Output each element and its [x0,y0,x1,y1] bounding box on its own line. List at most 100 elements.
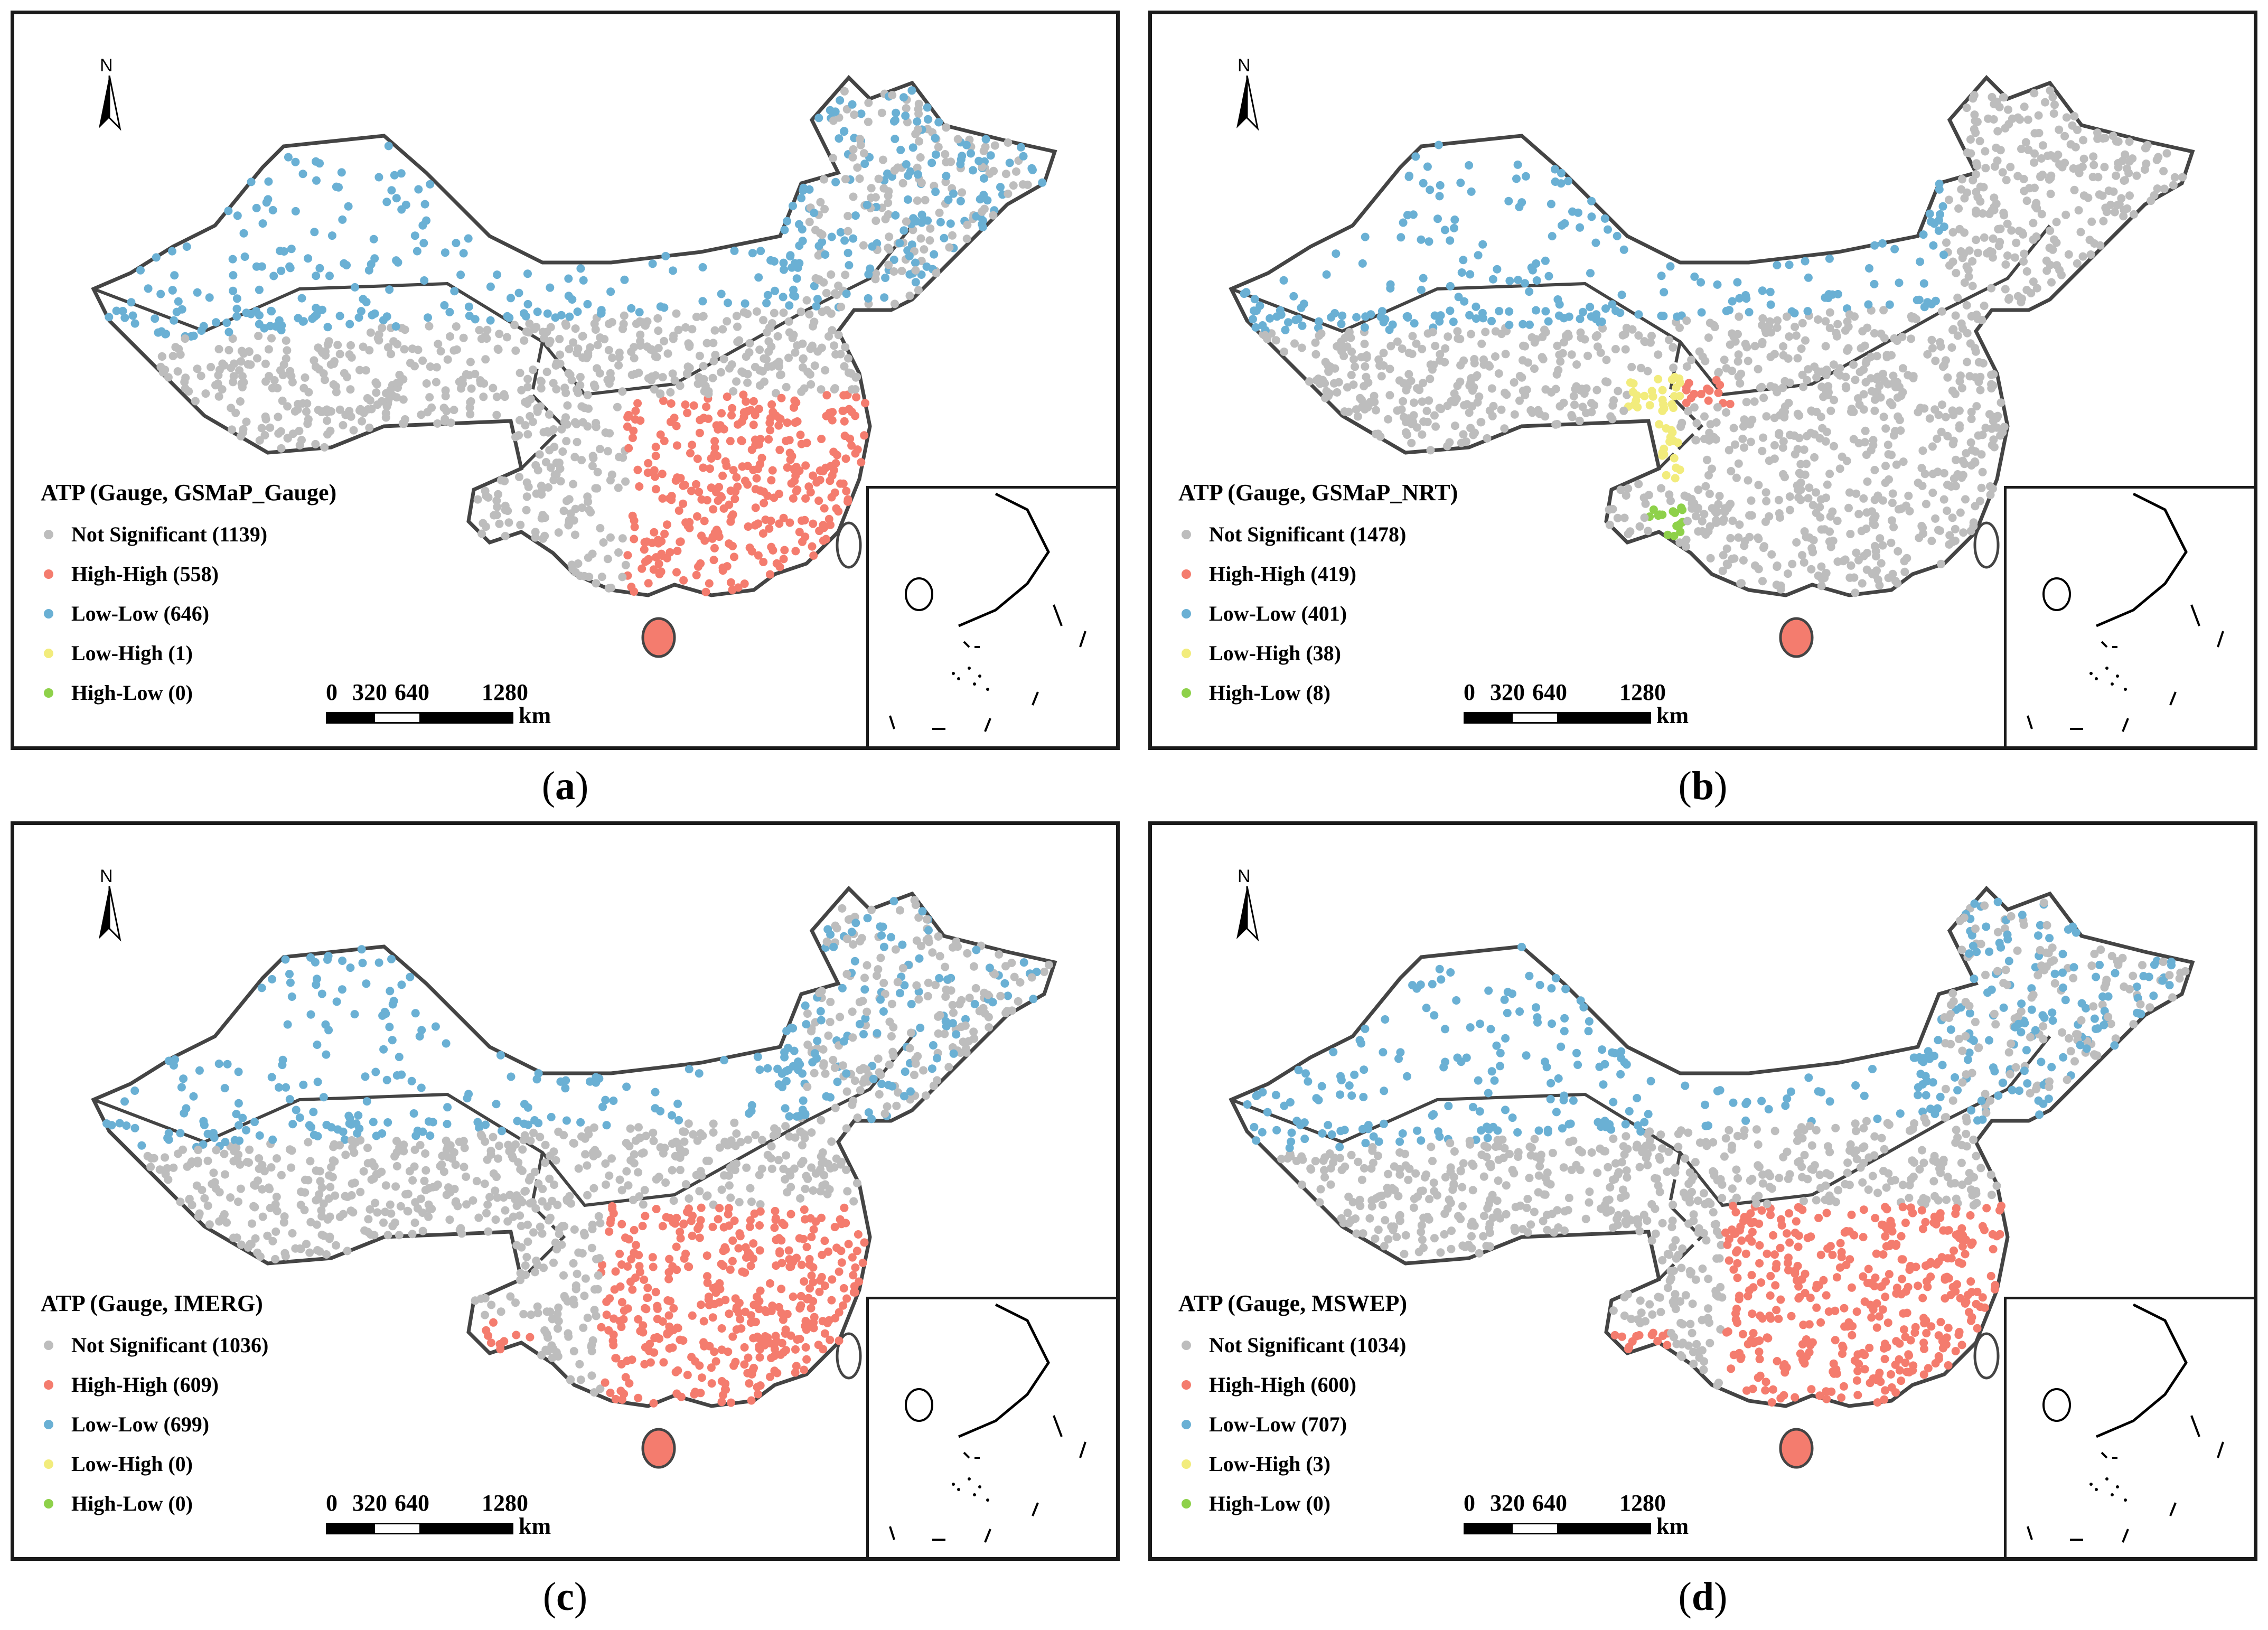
station-point [1722,408,1730,417]
station-point [733,1303,741,1312]
station-point [766,426,774,434]
station-point [445,308,454,316]
station-point [228,425,236,434]
station-point [347,413,355,421]
station-point [1641,392,1649,400]
station-point [705,1157,713,1165]
station-point [630,1226,639,1234]
station-point [252,263,261,271]
station-point [597,310,605,318]
station-point [658,470,667,478]
station-point [1795,411,1803,420]
station-point [1510,378,1519,387]
station-point [522,506,531,514]
station-point [261,431,269,439]
station-point [1742,398,1751,406]
station-point [906,1044,914,1053]
station-point [2065,250,2073,259]
station-point [652,443,660,451]
station-point [978,208,986,216]
station-point [1940,495,1948,504]
station-point [1674,438,1682,447]
station-point [1943,507,1951,515]
station-point [195,1066,204,1075]
station-point [419,239,428,247]
station-point [756,1200,765,1209]
station-point [815,242,823,250]
station-point [848,100,857,109]
station-point [1665,490,1673,499]
station-point [147,1154,155,1163]
station-point [1676,423,1685,431]
station-point [399,420,408,428]
station-point [560,383,569,392]
station-point [985,1013,993,1022]
station-point [524,300,532,308]
station-point [406,359,415,367]
station-point [819,1062,828,1070]
station-point [1690,403,1699,411]
station-point [696,559,705,568]
station-point [726,1266,735,1274]
station-point [1555,351,1563,359]
station-point [649,1263,658,1271]
station-point [1744,476,1752,485]
station-point [1449,317,1458,326]
station-point [1917,464,1926,472]
station-point [399,1147,408,1156]
station-point [507,1073,516,1081]
station-point [1419,274,1428,283]
station-point [1372,406,1380,415]
station-point [949,1008,958,1017]
station-point [852,373,860,382]
station-point [725,1221,733,1230]
station-point [1814,315,1822,324]
station-point [379,1045,388,1054]
legend-dot-icon [44,688,53,698]
station-point [255,286,264,294]
station-point [639,1321,647,1329]
station-point [809,1278,817,1287]
station-point [776,415,785,423]
station-point [1800,445,1808,454]
station-point [728,1333,737,1341]
station-point [1402,1231,1410,1240]
station-point [1289,292,1298,301]
station-point [677,1393,686,1401]
station-point [464,235,473,243]
station-point [889,267,898,276]
station-point [563,401,571,410]
station-point [2111,208,2119,217]
station-point [285,970,294,978]
station-point [194,1146,202,1154]
station-point [1733,1273,1742,1282]
station-point [1865,264,1873,273]
station-point [1466,270,1474,278]
station-point [483,326,491,334]
station-point [816,466,824,475]
station-point [1654,375,1662,383]
station-point [360,409,368,417]
station-point [1951,525,1960,533]
station-point [1956,509,1965,517]
station-point [807,488,815,497]
station-point [669,335,678,343]
station-point [1943,373,1952,382]
station-point [684,1262,692,1271]
station-point [177,1083,186,1092]
station-point [1877,559,1886,568]
station-point [696,1234,704,1242]
station-point [523,479,531,487]
station-point [836,1215,845,1224]
station-point [969,1027,978,1036]
station-point [1927,537,1936,545]
station-point [350,1148,358,1157]
station-point [654,326,662,335]
station-point [884,199,892,207]
station-point [660,530,669,538]
station-point [851,1263,859,1272]
station-point [391,1219,399,1227]
station-point [629,434,637,442]
station-point [1526,406,1535,415]
station-point [865,1108,873,1117]
